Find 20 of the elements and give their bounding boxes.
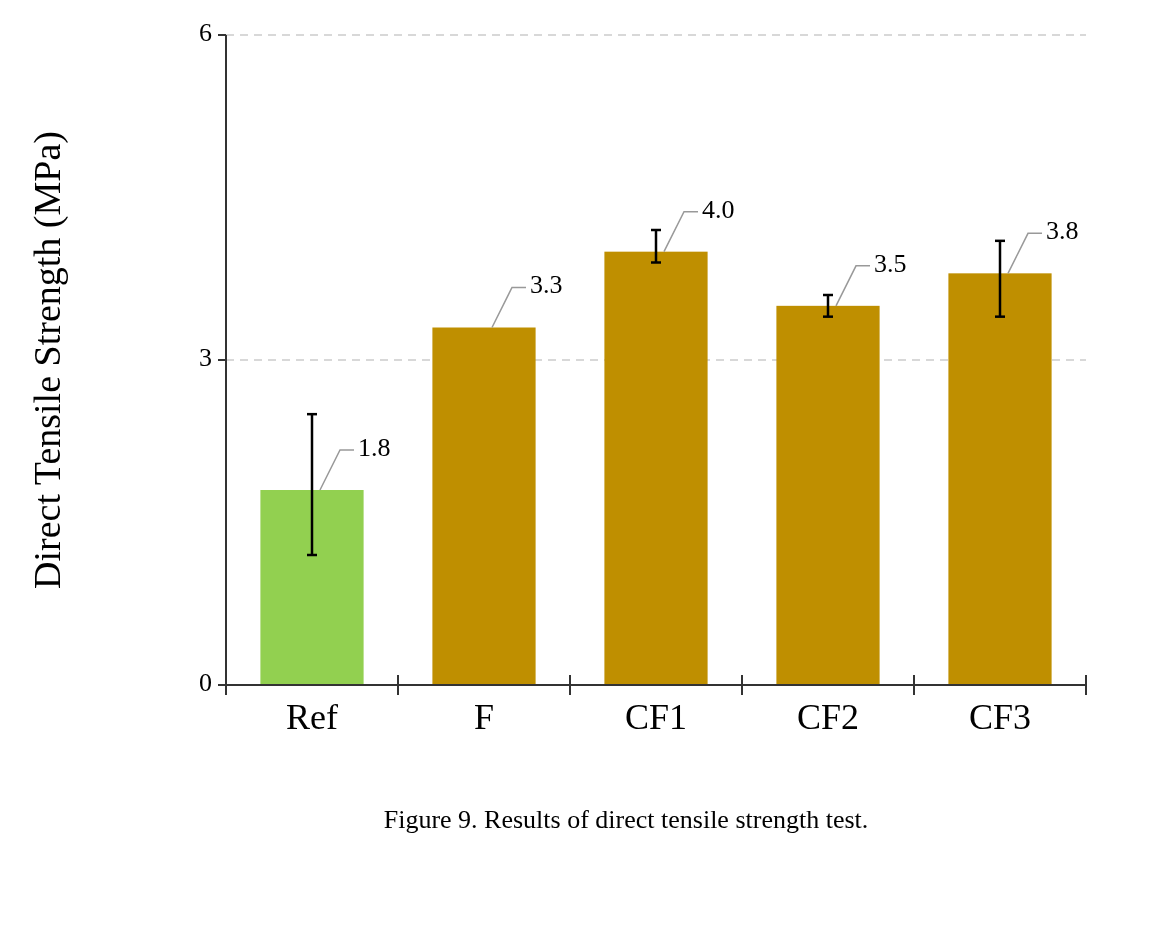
x-tick-label: CF1: [624, 697, 688, 737]
y-tick-label: 0: [199, 667, 212, 697]
data-label: 3.8: [1046, 216, 1079, 246]
bar: [776, 305, 880, 685]
y-tick-label: 6: [199, 17, 212, 47]
bar: [604, 251, 708, 685]
data-label: 3.3: [530, 270, 563, 300]
x-tick-label: Ref: [286, 697, 338, 737]
y-axis-title: Direct Tensile Strength (MPa): [26, 131, 69, 589]
y-tick-label: 3: [199, 342, 212, 372]
data-label: 1.8: [358, 432, 391, 462]
bar: [432, 327, 536, 685]
x-tick-label: CF2: [796, 697, 860, 737]
data-label: 4.0: [702, 194, 735, 224]
bar: [948, 273, 1052, 685]
data-label: 3.5: [874, 248, 907, 278]
bar: [260, 490, 364, 685]
x-tick-label: F: [473, 697, 495, 737]
caption: Figure 9. Results of direct tensile strength test.: [383, 805, 869, 834]
x-tick-label: CF3: [968, 697, 1032, 737]
